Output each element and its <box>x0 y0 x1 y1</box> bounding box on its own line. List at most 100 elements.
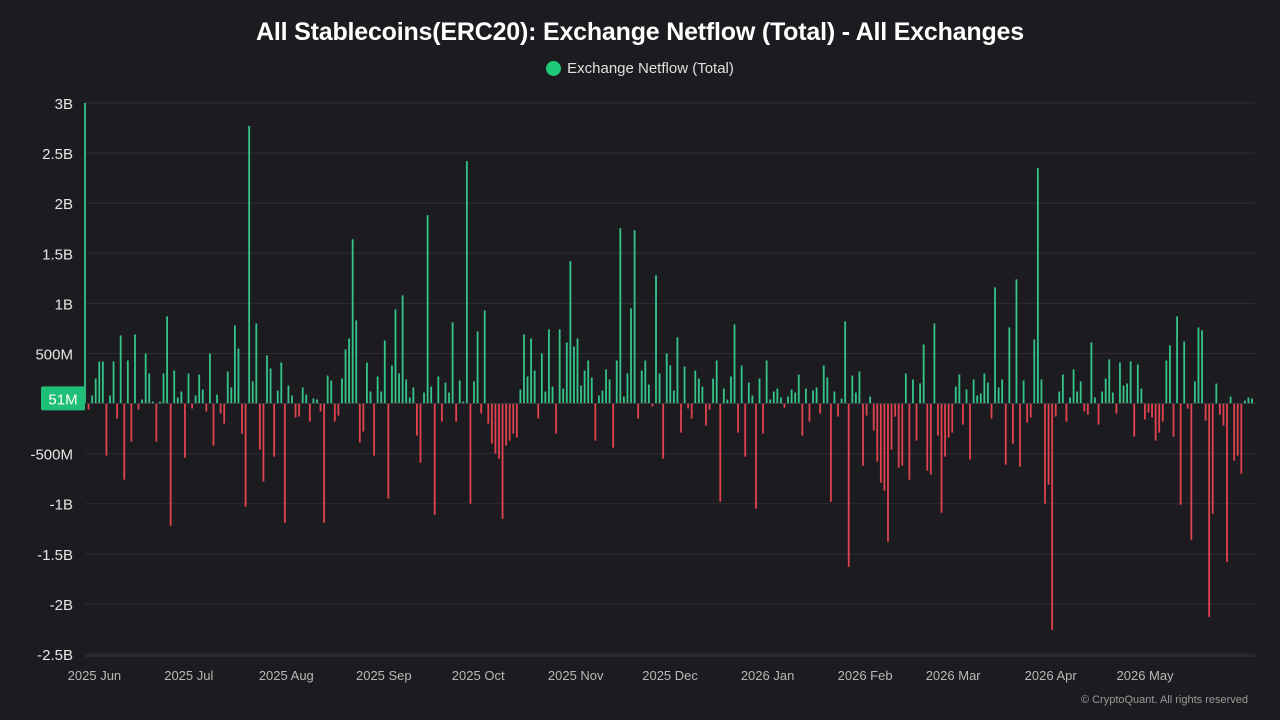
bar <box>890 403 893 450</box>
bar <box>155 403 158 442</box>
bar <box>573 346 575 404</box>
bar <box>730 376 732 404</box>
bar <box>462 401 465 404</box>
bar <box>940 403 943 513</box>
bar <box>323 403 326 523</box>
bar <box>665 353 668 404</box>
bar <box>1176 316 1178 404</box>
bar <box>626 373 629 404</box>
bar <box>608 379 611 404</box>
axes: 3B 2.5B 2B 1.5B 1B 500M -500M -1B -1.5B -2B -2.5B 2… <box>30 96 1255 683</box>
bar <box>719 403 722 502</box>
bar <box>87 403 90 410</box>
bar <box>933 323 936 404</box>
bar <box>705 403 707 426</box>
copyright-notice: © CryptoQuant. All rights reserved <box>1080 694 1248 706</box>
bar <box>337 403 340 416</box>
bar <box>159 401 161 404</box>
bar <box>1229 396 1232 404</box>
bar <box>416 403 418 436</box>
bar <box>126 360 129 404</box>
bar <box>312 398 315 404</box>
legend-dot-icon <box>546 61 562 76</box>
bar <box>1233 403 1236 461</box>
bar <box>562 388 565 404</box>
bar <box>1015 279 1018 404</box>
bar <box>1072 369 1075 404</box>
chart-legend[interactable]: Exchange Netflow (Total) <box>0 60 1280 77</box>
bar <box>1190 403 1193 540</box>
bar <box>151 401 154 404</box>
bar <box>1076 391 1079 404</box>
bar <box>1054 403 1057 417</box>
bar <box>319 403 322 412</box>
legend-label: Exchange Netflow (Total) <box>567 60 734 77</box>
bar <box>594 403 597 441</box>
bar <box>205 403 208 412</box>
bar <box>737 403 739 433</box>
bar <box>858 371 861 404</box>
bar <box>776 388 779 404</box>
bars <box>84 103 1255 630</box>
bar <box>847 403 850 567</box>
bar <box>897 403 900 468</box>
bar <box>740 365 743 404</box>
bar <box>958 374 961 404</box>
bar <box>1218 403 1221 415</box>
bar <box>233 325 236 404</box>
bar <box>812 390 814 404</box>
bar <box>305 394 308 404</box>
bar <box>123 403 126 480</box>
bar <box>369 391 372 404</box>
bar <box>465 161 468 404</box>
bar <box>455 403 458 422</box>
bar <box>951 403 954 433</box>
bar <box>223 403 226 424</box>
bar <box>1079 381 1082 404</box>
bar <box>391 365 393 404</box>
bar <box>851 375 854 404</box>
bar <box>148 373 151 404</box>
bar <box>758 378 761 404</box>
last-value-label: 51M <box>48 391 77 408</box>
bar <box>344 349 347 404</box>
bar <box>194 395 197 404</box>
bar <box>715 360 718 404</box>
bar <box>551 386 554 404</box>
bar <box>690 403 693 419</box>
bar <box>137 403 140 410</box>
bar <box>733 324 736 404</box>
bar <box>209 353 211 404</box>
bar <box>555 403 557 434</box>
bar <box>112 361 115 404</box>
bar <box>116 403 119 419</box>
bar <box>1247 397 1250 404</box>
bar <box>647 384 650 404</box>
bar <box>640 370 643 404</box>
bar <box>173 370 176 404</box>
x-tick-label: 2025 Oct <box>452 668 505 683</box>
bar <box>1197 327 1200 404</box>
bar <box>780 397 782 404</box>
bar <box>176 397 179 404</box>
bar <box>1161 403 1164 422</box>
bar <box>266 355 268 404</box>
bar <box>922 344 925 404</box>
bar <box>569 261 572 404</box>
x-tick-label: 2026 Feb <box>838 668 893 683</box>
bar <box>962 403 964 425</box>
bar <box>669 365 672 404</box>
bar <box>615 360 618 404</box>
bar <box>1165 360 1168 404</box>
bar <box>258 403 261 450</box>
bar <box>430 386 433 404</box>
bar <box>1151 403 1153 418</box>
bar <box>797 374 800 404</box>
bar <box>401 295 404 404</box>
bar <box>537 403 540 419</box>
bar <box>426 215 429 404</box>
bar <box>515 403 518 438</box>
bar <box>1211 403 1214 514</box>
